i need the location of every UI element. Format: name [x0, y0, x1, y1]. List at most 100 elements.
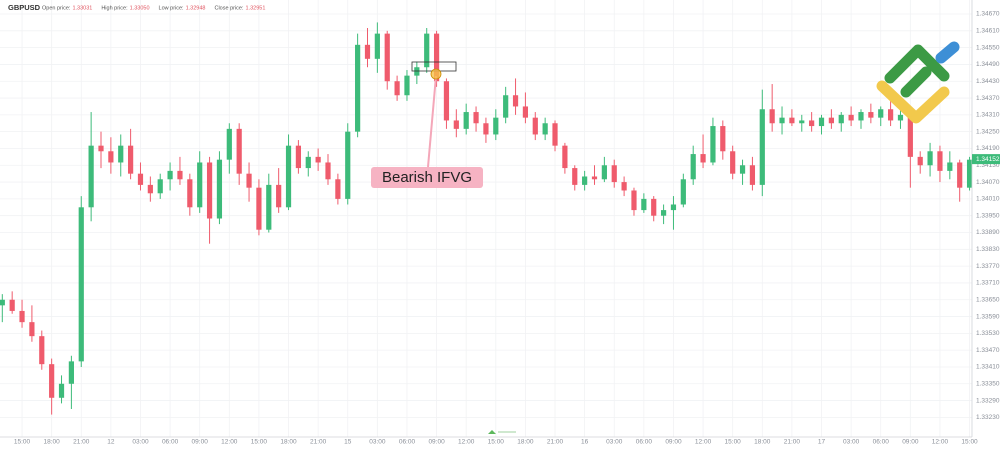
x-tick-label: 18:00: [754, 439, 771, 446]
candle-body: [799, 120, 805, 124]
x-tick-label: 18:00: [280, 439, 297, 446]
candle-body: [137, 173, 144, 185]
candle-body: [29, 322, 35, 337]
candle-body: [562, 145, 568, 169]
x-tick-label: 15:00: [725, 439, 742, 446]
candle-body: [759, 109, 765, 185]
y-tick-label: 1.33410: [976, 364, 1000, 371]
candle-body: [888, 109, 894, 121]
candle-body: [345, 131, 351, 199]
candle-body: [641, 198, 647, 211]
candle-body: [88, 145, 94, 208]
y-tick-label: 1.34550: [976, 44, 1000, 51]
candle-body: [927, 151, 933, 166]
candle-body: [818, 117, 825, 127]
candle-body: [276, 184, 282, 208]
symbol: GBPUSD: [8, 3, 41, 12]
x-tick-label: 12:00: [695, 439, 712, 446]
candle-body: [730, 151, 736, 174]
candle-body: [907, 114, 913, 157]
x-tick-label: 06:00: [162, 439, 179, 446]
candle-body: [256, 187, 262, 230]
candle-body: [749, 165, 756, 185]
x-tick-label: 06:00: [399, 439, 416, 446]
annotation-marker: [430, 68, 442, 80]
candle-body: [206, 162, 213, 219]
x-tick-label: 18:00: [44, 439, 61, 446]
x-tick-label: 12:00: [458, 439, 475, 446]
y-tick-label: 1.33650: [976, 296, 1000, 303]
annotation-label: Bearish IFVG: [382, 169, 472, 186]
y-tick-label: 1.33710: [976, 280, 1000, 287]
y-tick-label: 1.33290: [976, 397, 1000, 404]
x-tick-label: 16: [581, 439, 589, 446]
logo: [876, 41, 960, 124]
x-tick-label: 06:00: [873, 439, 890, 446]
candle-body: [404, 75, 410, 96]
y-tick-label: 1.34250: [976, 128, 1000, 135]
x-tick-label: 09:00: [428, 439, 445, 446]
candle-body: [355, 44, 361, 132]
candle-body: [512, 95, 519, 107]
candle-body: [443, 81, 450, 121]
x-tick-label: 18:00: [517, 439, 534, 446]
candle-body: [720, 126, 726, 152]
candle-body: [680, 179, 686, 205]
candle-body: [384, 33, 390, 82]
candle-body: [660, 210, 667, 216]
y-tick-label: 1.34370: [976, 95, 1000, 102]
candle-body: [483, 123, 489, 135]
candle-body: [197, 162, 203, 208]
candle-body: [325, 162, 331, 180]
candle-body: [424, 33, 430, 68]
info-label: Open price:: [42, 5, 71, 11]
candle-body: [532, 117, 538, 135]
candle-body: [611, 165, 617, 183]
y-tick-label: 1.34430: [976, 78, 1000, 85]
candle-body: [710, 126, 716, 163]
annotation-pointer: [427, 75, 437, 168]
candle-body: [957, 162, 963, 188]
ohlc-info: Open price: 1.33031 High price: 1.33050 Low …: [42, 5, 265, 11]
y-tick-label: 1.34670: [976, 11, 1000, 18]
x-tick-label: 21:00: [73, 439, 90, 446]
x-tick-label: 03:00: [606, 439, 623, 446]
candle-body: [552, 123, 558, 146]
y-tick-label: 1.34190: [976, 145, 1000, 152]
info-label: Low price:: [159, 5, 185, 11]
candle-body: [9, 299, 15, 311]
candle-body: [463, 112, 469, 129]
candle-body: [414, 67, 420, 76]
candle-body: [937, 151, 943, 171]
y-tick-label: 1.33530: [976, 330, 1000, 337]
candle-body: [789, 117, 795, 124]
info-value: 1.33050: [130, 5, 150, 11]
info-value: 1.33031: [72, 5, 92, 11]
candle-body: [295, 145, 301, 169]
y-tick-label: 1.34070: [976, 179, 1000, 186]
x-tick-label: 21:00: [310, 439, 327, 446]
y-tick-label: 1.34610: [976, 28, 1000, 35]
candle-body: [947, 162, 953, 171]
candle-body: [49, 364, 55, 398]
y-tick-label: 1.33830: [976, 246, 1000, 253]
candle-body: [503, 95, 509, 118]
y-tick-label: 1.33590: [976, 313, 1000, 320]
x-tick-label: 15: [344, 439, 352, 446]
x-tick-label: 12:00: [221, 439, 238, 446]
watermark: [488, 430, 516, 434]
candle-body: [108, 151, 114, 163]
info-value: 1.32951: [246, 5, 266, 11]
x-tick-label: 03:00: [132, 439, 149, 446]
y-tick-label: 1.33770: [976, 263, 1000, 270]
candle-body: [966, 159, 973, 188]
x-tick-label: 12:00: [932, 439, 949, 446]
candle-body: [68, 361, 74, 384]
candle-body: [591, 176, 598, 180]
last-price-tag: [972, 154, 1000, 165]
candle-body: [809, 120, 815, 127]
candle-body: [651, 198, 657, 216]
candle-body: [473, 112, 479, 124]
candles: [0, 22, 973, 415]
